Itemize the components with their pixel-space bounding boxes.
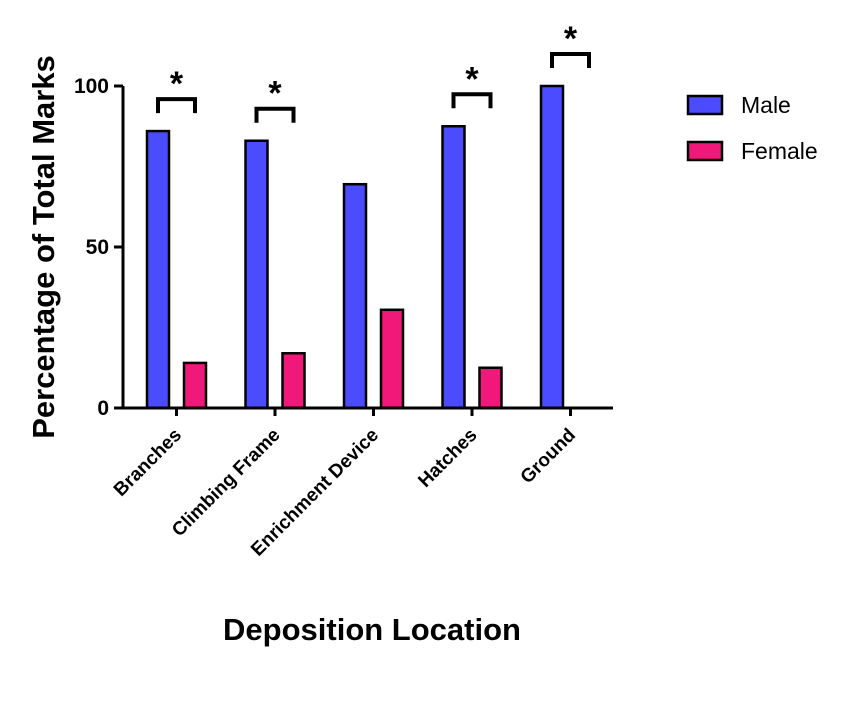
x-axis-title: Deposition Location — [223, 612, 521, 647]
significance-layer: * * * * — [156, 20, 591, 123]
legend-swatch-female — [686, 140, 724, 162]
bar-male-climbing-frame — [244, 139, 269, 410]
significance-star: * — [564, 20, 578, 58]
y-tick-label: 50 — [86, 236, 109, 259]
significance-bracket — [254, 106, 296, 123]
y-axis-title: Percentage of Total Marks — [26, 55, 61, 439]
bar-male-enrichment-device — [342, 182, 368, 410]
bars-layer — [145, 84, 565, 410]
legend-label-female: Female — [741, 138, 818, 164]
legend-label-male: Male — [741, 92, 791, 118]
legend-swatch-male — [686, 94, 724, 116]
bar-female-climbing-frame — [281, 352, 306, 410]
axis-layer — [121, 86, 613, 410]
bar-male-ground — [539, 84, 565, 410]
bar-female-enrichment-device — [379, 308, 405, 410]
bar-male-branches — [145, 129, 171, 410]
significance-star: * — [465, 60, 479, 98]
bar-female-branches — [182, 361, 208, 410]
x-tick-label: Branches — [110, 425, 186, 501]
x-tick-label: Climbing Frame — [168, 425, 284, 541]
significance-bracket — [451, 92, 493, 109]
y-tick-label: 100 — [74, 75, 109, 98]
y-tick-layer: 0 50 100 — [74, 75, 123, 420]
bar-male-hatches — [441, 125, 466, 410]
significance-star: * — [170, 65, 184, 103]
x-tick-label: Hatches — [414, 425, 481, 492]
legend: Male Female — [686, 92, 818, 164]
x-tick-label: Ground — [517, 425, 580, 488]
y-tick-label: 0 — [97, 397, 109, 420]
bar-female-hatches — [478, 366, 503, 410]
significance-bracket — [550, 52, 591, 68]
significance-bracket — [156, 97, 197, 114]
significance-star: * — [268, 75, 282, 113]
